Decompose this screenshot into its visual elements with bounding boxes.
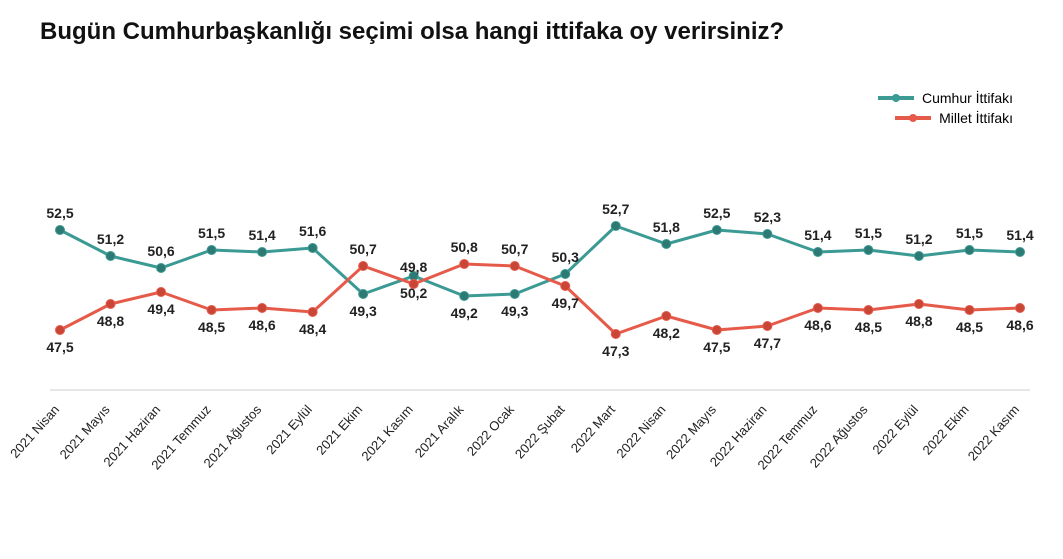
svg-text:48,5: 48,5	[198, 319, 225, 335]
x-axis-label: 2021 Kasım	[358, 402, 416, 464]
svg-text:49,3: 49,3	[501, 303, 528, 319]
svg-text:51,5: 51,5	[956, 225, 983, 241]
svg-text:48,8: 48,8	[97, 313, 124, 329]
svg-text:51,8: 51,8	[653, 219, 680, 235]
svg-text:48,6: 48,6	[1006, 317, 1033, 333]
x-axis-label: 2021 Nisan	[7, 402, 62, 461]
svg-text:47,3: 47,3	[602, 343, 629, 359]
svg-text:51,6: 51,6	[299, 223, 326, 239]
x-axis-label: 2022 Ekim	[919, 402, 971, 458]
x-axis-label: 2021 Ekim	[313, 402, 365, 458]
x-axis-label: 2022 Ocak	[464, 402, 518, 459]
svg-text:51,2: 51,2	[905, 231, 932, 247]
x-axis-label: 2021 Aralık	[412, 402, 467, 461]
svg-text:50,7: 50,7	[501, 241, 528, 257]
svg-text:51,2: 51,2	[97, 231, 124, 247]
svg-text:47,5: 47,5	[703, 339, 730, 355]
svg-text:51,5: 51,5	[198, 225, 225, 241]
svg-text:48,2: 48,2	[653, 325, 680, 341]
svg-text:48,5: 48,5	[855, 319, 882, 335]
svg-text:48,4: 48,4	[299, 321, 326, 337]
svg-text:50,8: 50,8	[451, 239, 478, 255]
svg-text:51,4: 51,4	[1006, 227, 1033, 243]
svg-text:48,8: 48,8	[905, 313, 932, 329]
x-axis-label: 2022 Eylül	[869, 402, 921, 457]
svg-text:48,6: 48,6	[248, 317, 275, 333]
svg-text:49,8: 49,8	[400, 259, 427, 275]
svg-text:48,5: 48,5	[956, 319, 983, 335]
x-axis-label: 2022 Nisan	[613, 402, 668, 461]
svg-text:51,4: 51,4	[804, 227, 831, 243]
x-axis-label: 2022 Mart	[568, 402, 619, 456]
svg-text:48,6: 48,6	[804, 317, 831, 333]
line-chart-svg: 52,551,250,651,551,451,649,350,249,249,3…	[0, 0, 1063, 559]
chart-area: 52,551,250,651,551,451,649,350,249,249,3…	[0, 0, 1063, 559]
x-axis-label: 2022 Kasım	[965, 402, 1023, 464]
svg-text:52,5: 52,5	[703, 205, 730, 221]
svg-text:52,7: 52,7	[602, 201, 629, 217]
svg-text:47,5: 47,5	[46, 339, 73, 355]
svg-text:52,3: 52,3	[754, 209, 781, 225]
x-axis-label: 2022 Şubat	[512, 402, 568, 462]
svg-text:50,3: 50,3	[552, 249, 579, 265]
svg-text:49,4: 49,4	[147, 301, 174, 317]
svg-text:49,2: 49,2	[451, 305, 478, 321]
svg-text:51,5: 51,5	[855, 225, 882, 241]
svg-text:52,5: 52,5	[46, 205, 73, 221]
svg-text:49,3: 49,3	[350, 303, 377, 319]
x-axis-label: 2021 Eylül	[263, 402, 315, 457]
svg-text:50,6: 50,6	[147, 243, 174, 259]
x-axis-label: 2021 Mayıs	[57, 402, 113, 462]
svg-text:47,7: 47,7	[754, 335, 781, 351]
svg-text:51,4: 51,4	[248, 227, 275, 243]
svg-text:50,7: 50,7	[350, 241, 377, 257]
x-axis-label: 2022 Mayıs	[663, 402, 719, 462]
svg-text:49,7: 49,7	[552, 295, 579, 311]
